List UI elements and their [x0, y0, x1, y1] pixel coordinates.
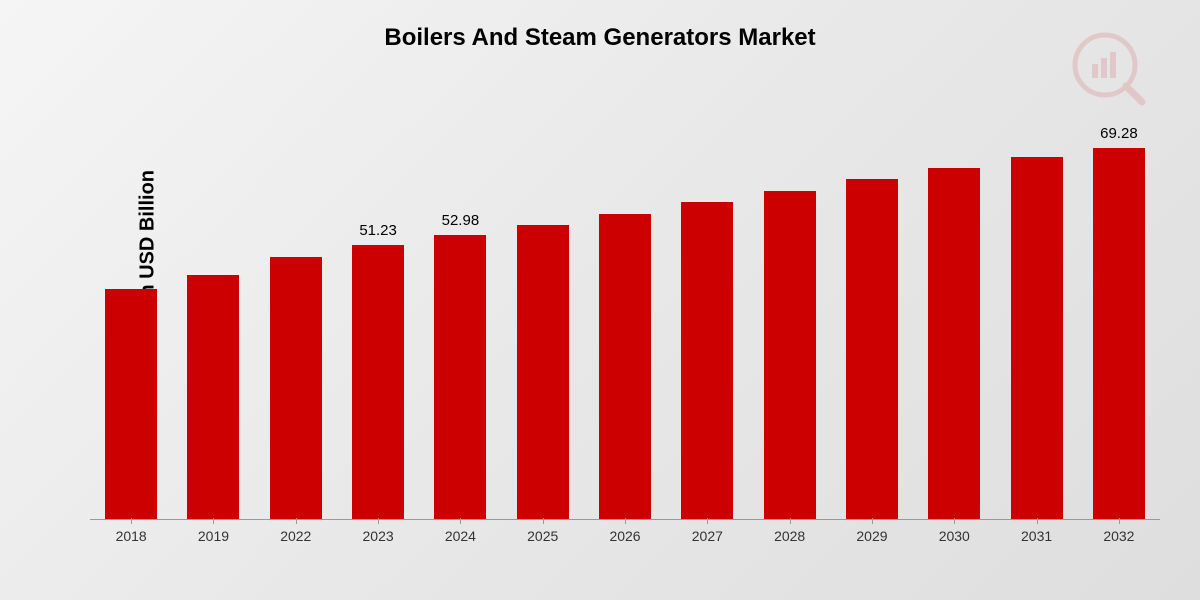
x-tick-label: 2029 [856, 528, 887, 544]
bar-value-label: 51.23 [359, 222, 397, 239]
x-tick-label: 2032 [1103, 528, 1134, 544]
x-tick: 2028 [749, 520, 831, 550]
x-tick: 2029 [831, 520, 913, 550]
bar-wrap [255, 90, 337, 520]
x-tick-label: 2019 [198, 528, 229, 544]
x-tick-label: 2022 [280, 528, 311, 544]
x-tick-label: 2031 [1021, 528, 1052, 544]
bar-wrap [172, 90, 254, 520]
x-tick: 2031 [995, 520, 1077, 550]
chart-title: Boilers And Steam Generators Market [0, 24, 1200, 52]
x-tick: 2018 [90, 520, 172, 550]
x-tick-label: 2023 [363, 528, 394, 544]
bar [1011, 157, 1063, 520]
x-tick-label: 2018 [116, 528, 147, 544]
bar [105, 289, 157, 520]
bar-wrap: 52.98 [419, 90, 501, 520]
x-axis-labels: 2018 2019 2022 2023 2024 2025 2026 2027 2028 2029… [90, 520, 1160, 550]
bar-value-label: 52.98 [442, 212, 480, 229]
bar [187, 275, 239, 520]
x-tick-label: 2030 [939, 528, 970, 544]
x-tick: 2023 [337, 520, 419, 550]
chart-plot-area: 51.23 52.98 69.28 2018 2019 2022 2023 2024 2025… [90, 90, 1160, 550]
x-tick: 2032 [1078, 520, 1160, 550]
bar-wrap: 69.28 [1078, 90, 1160, 520]
bar-wrap [502, 90, 584, 520]
x-tick: 2022 [255, 520, 337, 550]
x-tick-label: 2026 [609, 528, 640, 544]
bar-wrap [584, 90, 666, 520]
x-tick-label: 2028 [774, 528, 805, 544]
bar-wrap [749, 90, 831, 520]
x-tick-label: 2027 [692, 528, 723, 544]
bar [352, 245, 404, 520]
x-tick: 2030 [913, 520, 995, 550]
bar-wrap: 51.23 [337, 90, 419, 520]
x-tick-label: 2025 [527, 528, 558, 544]
bar [270, 257, 322, 520]
bar-wrap [831, 90, 913, 520]
bars-container: 51.23 52.98 69.28 [90, 90, 1160, 520]
bar [599, 214, 651, 520]
x-tick: 2027 [666, 520, 748, 550]
x-tick: 2024 [419, 520, 501, 550]
bar-wrap [90, 90, 172, 520]
x-tick: 2025 [502, 520, 584, 550]
bar [1093, 148, 1145, 520]
bar [681, 202, 733, 520]
bar-wrap [666, 90, 748, 520]
x-tick: 2026 [584, 520, 666, 550]
x-tick: 2019 [172, 520, 254, 550]
bar [928, 168, 980, 520]
bar [517, 225, 569, 520]
bar [846, 179, 898, 520]
x-tick-label: 2024 [445, 528, 476, 544]
bar-wrap [995, 90, 1077, 520]
bar [764, 191, 816, 520]
bar-value-label: 69.28 [1100, 125, 1138, 142]
bar-wrap [913, 90, 995, 520]
bar [434, 235, 486, 520]
